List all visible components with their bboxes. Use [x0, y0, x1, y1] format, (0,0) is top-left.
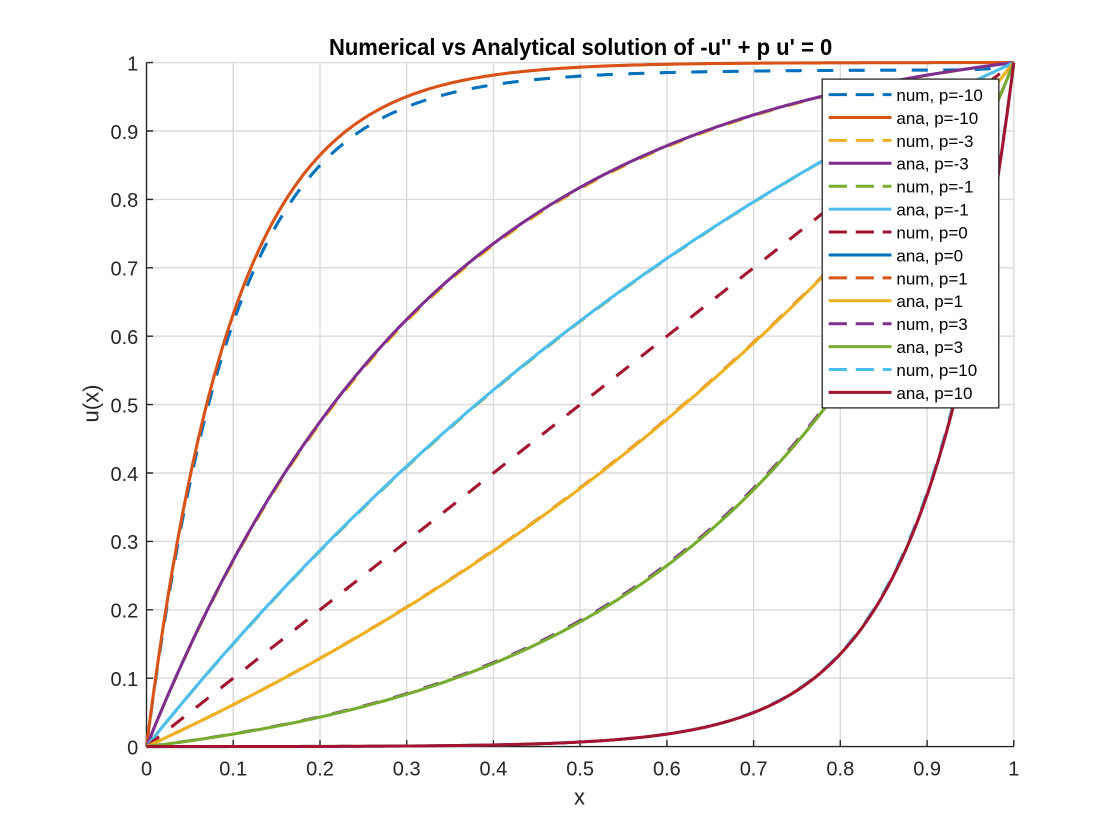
svg-text:1: 1	[127, 53, 138, 75]
svg-text:num, p=-10: num, p=-10	[896, 86, 982, 105]
svg-text:ana, p=0: ana, p=0	[896, 246, 963, 265]
svg-text:0.5: 0.5	[110, 395, 138, 417]
svg-text:0: 0	[141, 758, 152, 780]
svg-text:1: 1	[1008, 758, 1019, 780]
svg-text:0.3: 0.3	[393, 758, 421, 780]
svg-text:ana, p=-1: ana, p=-1	[896, 201, 968, 220]
svg-text:0.7: 0.7	[740, 758, 768, 780]
svg-text:num, p=10: num, p=10	[896, 361, 977, 380]
svg-text:0.9: 0.9	[913, 758, 941, 780]
svg-text:0.2: 0.2	[110, 601, 138, 623]
svg-text:0.6: 0.6	[110, 327, 138, 349]
svg-text:0.8: 0.8	[110, 190, 138, 212]
svg-text:ana, p=-3: ana, p=-3	[896, 155, 968, 174]
svg-text:0.7: 0.7	[110, 259, 138, 281]
svg-text:0.9: 0.9	[110, 122, 138, 144]
svg-text:0: 0	[127, 737, 138, 759]
svg-text:0.1: 0.1	[110, 669, 138, 691]
svg-text:0.3: 0.3	[110, 532, 138, 554]
svg-text:0.5: 0.5	[566, 758, 594, 780]
svg-text:num, p=3: num, p=3	[896, 315, 967, 334]
svg-text:num, p=-3: num, p=-3	[896, 132, 973, 151]
svg-text:0.6: 0.6	[653, 758, 681, 780]
svg-text:0.4: 0.4	[110, 464, 138, 486]
svg-text:0.1: 0.1	[219, 758, 247, 780]
svg-text:0.4: 0.4	[479, 758, 507, 780]
svg-text:Numerical vs Analytical soluti: Numerical vs Analytical solution of -u''…	[329, 34, 832, 60]
svg-text:ana, p=1: ana, p=1	[896, 292, 963, 311]
svg-text:ana, p=10: ana, p=10	[896, 384, 972, 403]
svg-text:num, p=1: num, p=1	[896, 269, 967, 288]
svg-text:u(x): u(x)	[79, 385, 104, 423]
svg-text:num, p=-1: num, p=-1	[896, 178, 973, 197]
svg-text:ana, p=-10: ana, p=-10	[896, 109, 978, 128]
svg-text:num, p=0: num, p=0	[896, 223, 967, 242]
svg-text:0.2: 0.2	[306, 758, 334, 780]
svg-text:ana, p=3: ana, p=3	[896, 338, 963, 357]
svg-text:0.8: 0.8	[826, 758, 854, 780]
svg-text:x: x	[574, 785, 585, 810]
